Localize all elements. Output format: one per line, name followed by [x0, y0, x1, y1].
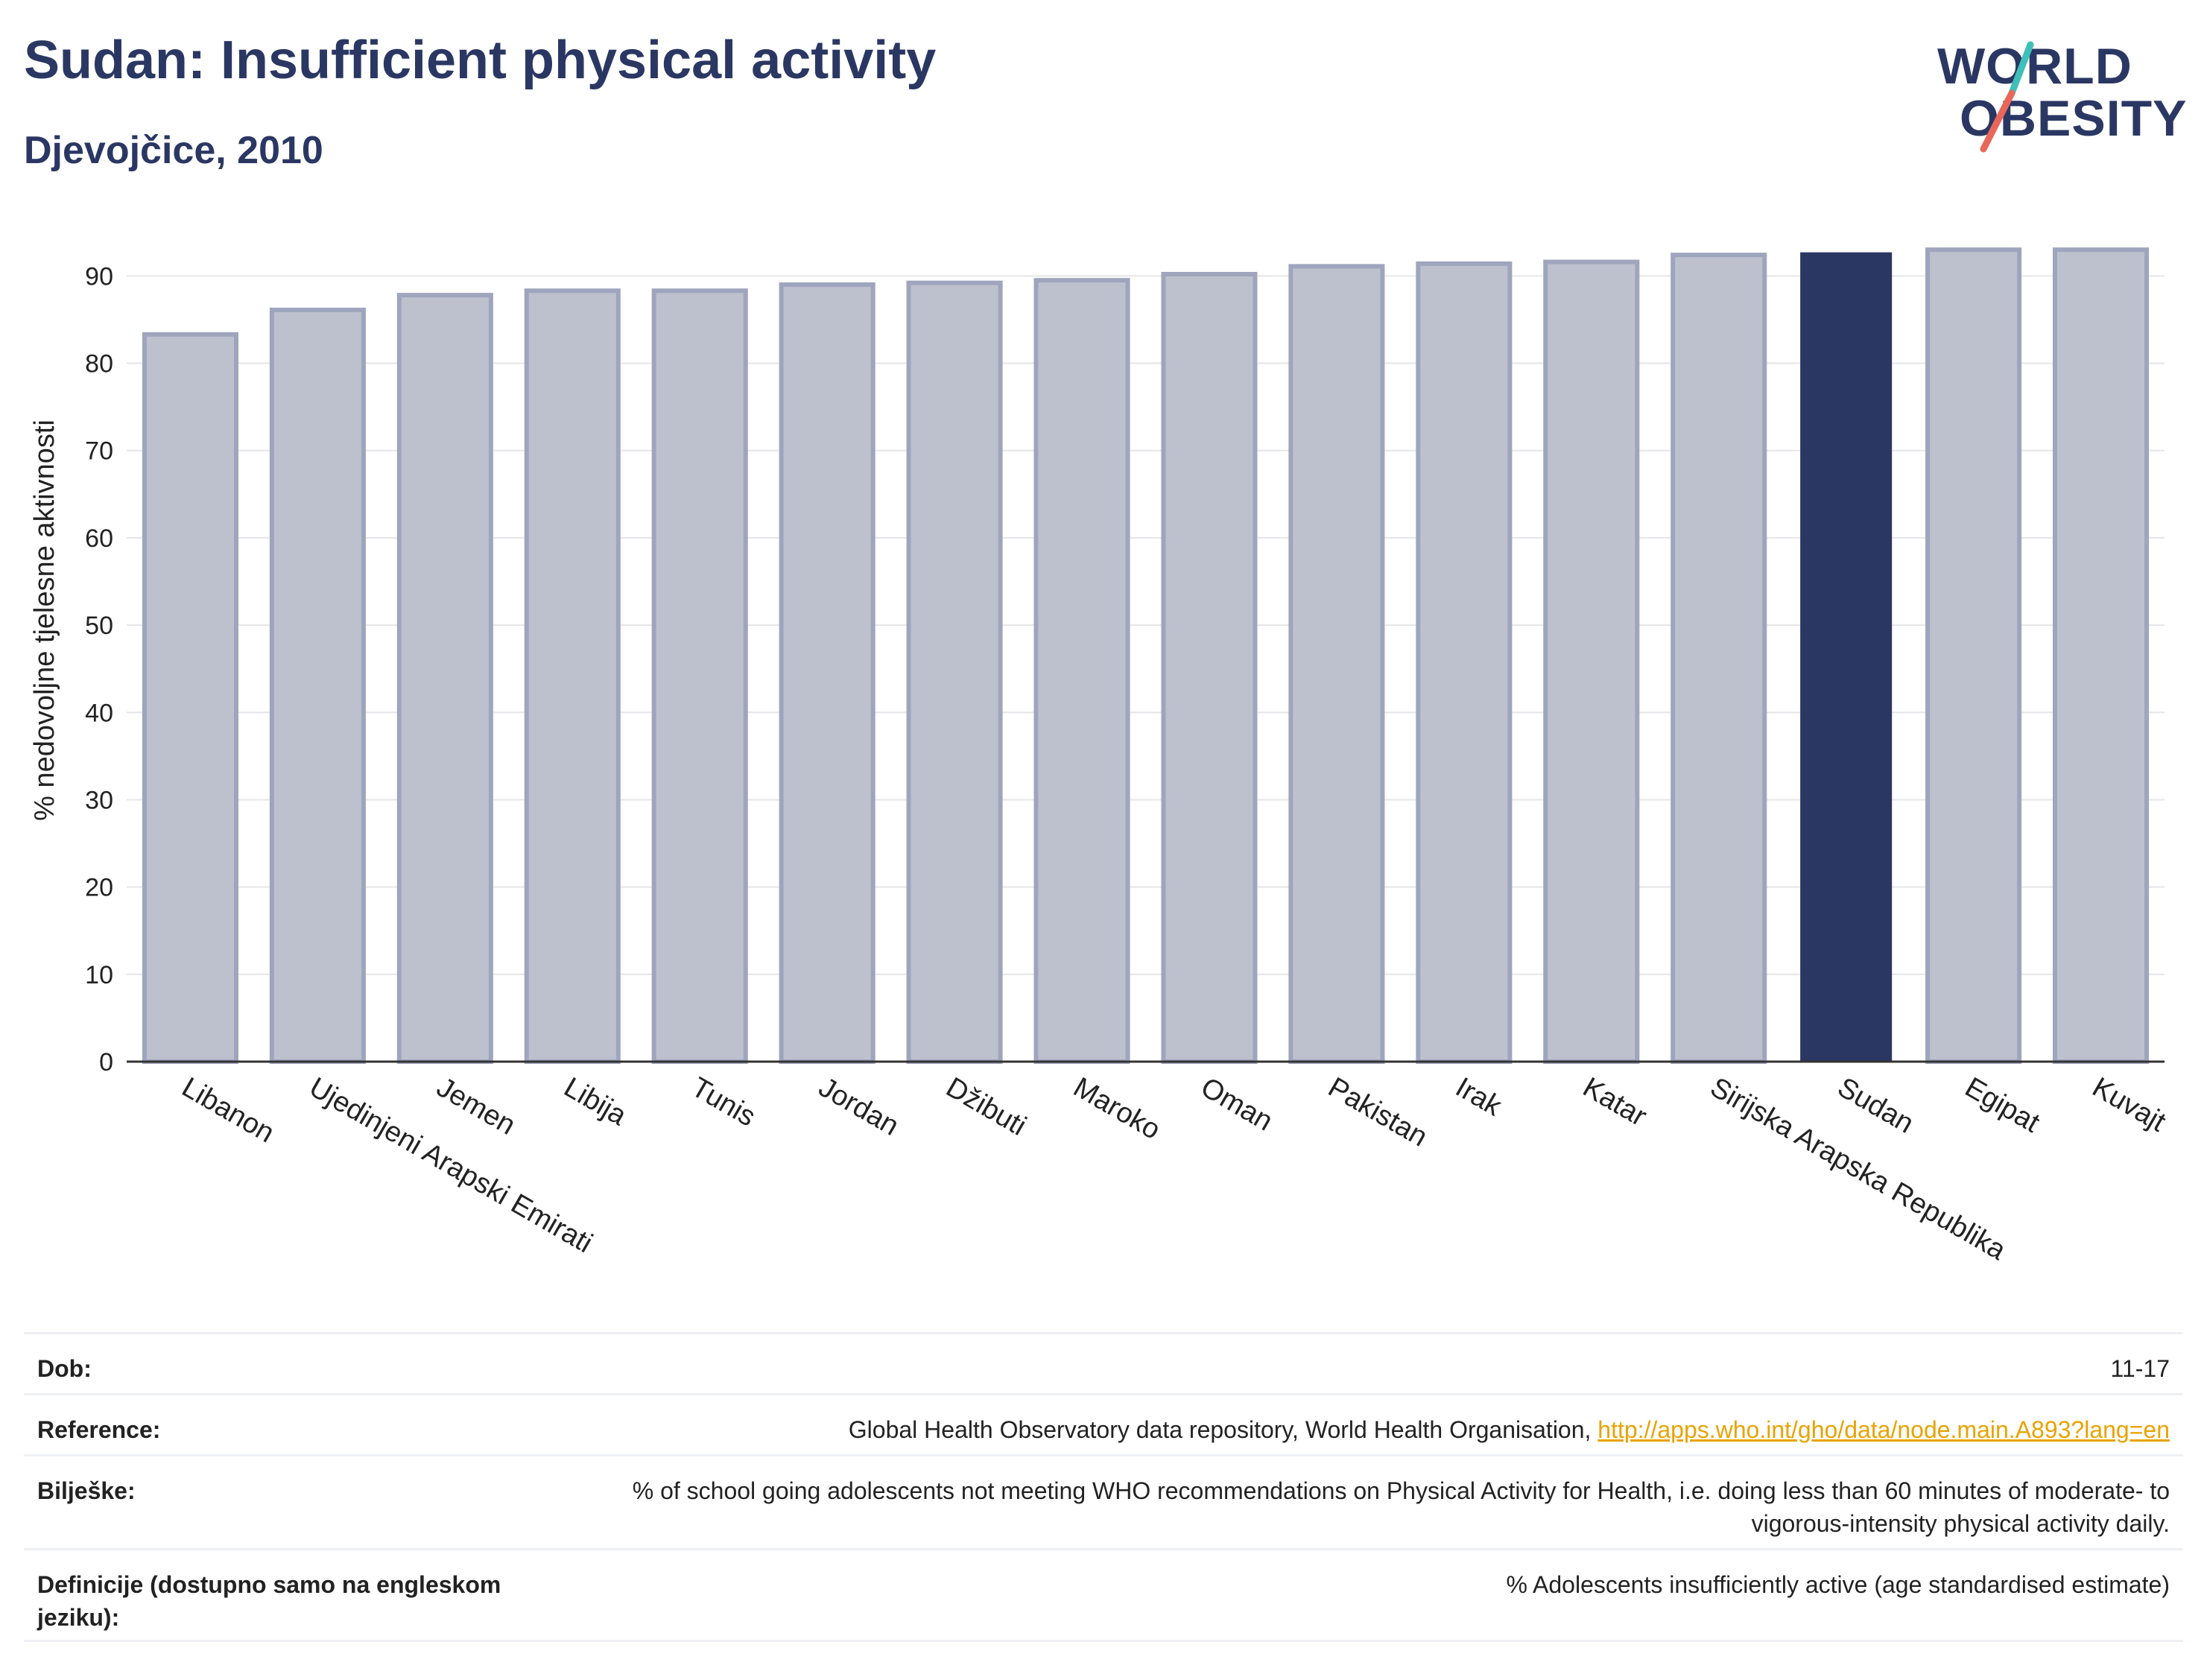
logo-word-world: WORLD [1937, 38, 2132, 95]
chart-title: Sudan: Insufficient physical activity [24, 31, 937, 90]
meta-reference-text: Global Health Observatory data repositor… [848, 1416, 1598, 1443]
meta-row-definitions: Definicije (dostupno samo na engleskom j… [24, 1548, 2183, 1642]
bar-džibuti [906, 280, 1003, 1064]
meta-definitions-value: % Adolescents insufficiently active (age… [1506, 1571, 2170, 1598]
meta-reference-label: Reference: [37, 1416, 161, 1443]
y-tick-label: 70 [85, 437, 113, 466]
meta-age-label: Dob: [37, 1355, 92, 1382]
meta-notes-value: % of school going adolescents not meetin… [632, 1477, 2170, 1537]
bar-sudan [1800, 252, 1893, 1062]
x-tick-label: Libija [559, 1071, 633, 1132]
bar-pakistan [1288, 264, 1385, 1064]
meta-definitions-label: Definicije (dostupno samo na engleskom j… [37, 1571, 501, 1631]
bar-maroko [1033, 278, 1130, 1064]
x-tick-label: Irak [1450, 1071, 1507, 1123]
chart-subtitle: Djevojčice, 2010 [24, 129, 323, 172]
bar-sirijska-arapska-republika [1671, 253, 1767, 1064]
x-tick-label: Jordan [814, 1071, 905, 1141]
x-tick-label: Egipat [1960, 1071, 2045, 1138]
bar-chart: 0 10 20 30 40 50 60 70 80 90 % nedovoljne tjelesne… [29, 247, 2171, 1267]
x-tick-label: Oman [1195, 1071, 1278, 1137]
x-tick-label: Libanon [177, 1071, 279, 1149]
y-tick-label: 80 [85, 350, 113, 378]
y-tick-label: 40 [85, 699, 113, 727]
x-tick-label: Jemen [431, 1071, 521, 1141]
y-axis-label: % nedovoljne tjelesne aktivnosti [29, 419, 60, 821]
logo-slash-icon [1980, 41, 2034, 153]
world-obesity-logo: WORLD OBESITY [1937, 22, 2191, 156]
y-tick-label: 10 [85, 961, 113, 989]
bar-libanon [142, 332, 239, 1064]
y-tick-label: 60 [85, 524, 113, 553]
y-tick-label: 30 [85, 786, 113, 814]
meta-reference-value: Global Health Observatory data repositor… [849, 1413, 2170, 1446]
bar-katar [1543, 259, 1640, 1064]
x-tick-label: Pakistan [1323, 1071, 1432, 1153]
bar-oman [1161, 271, 1258, 1064]
y-tick-label: 20 [85, 874, 113, 902]
meta-notes-label: Bilješke: [37, 1477, 136, 1504]
meta-row-notes: Bilješke: % of school going adolescents … [24, 1454, 2183, 1548]
meta-reference-link[interactable]: http://apps.who.int/gho/data/node.main.A… [1597, 1416, 2170, 1443]
x-tick-label: Džibuti [941, 1071, 1032, 1141]
x-tick-label: Katar [1577, 1071, 1652, 1132]
y-tick-label: 0 [99, 1048, 113, 1077]
metadata-table: Dob: 11-17 Reference: Global Health Obse… [24, 1332, 2183, 1642]
bar-egipat [1925, 247, 2022, 1064]
bar-tunis [651, 288, 748, 1064]
x-tick-label: Maroko [1068, 1071, 1166, 1146]
y-tick-label: 50 [85, 612, 113, 640]
x-tick-label: Sudan [1832, 1071, 1919, 1139]
meta-age-value: 11-17 [2110, 1355, 2170, 1382]
bar-jordan [779, 282, 875, 1064]
meta-row-age: Dob: 11-17 [24, 1332, 2183, 1393]
y-tick-label: 90 [85, 262, 113, 291]
bar-libija [524, 288, 621, 1064]
x-tick-label: Kuvajt [2087, 1071, 2171, 1138]
bar-irak [1416, 261, 1513, 1064]
bar-jemen [396, 293, 493, 1064]
x-tick-label: Tunis [686, 1071, 761, 1132]
bar-kuvajt [2052, 247, 2150, 1064]
meta-row-reference: Reference: Global Health Observatory dat… [24, 1393, 2183, 1454]
bar-ujedinjeni-arapski-emirati [269, 308, 366, 1064]
